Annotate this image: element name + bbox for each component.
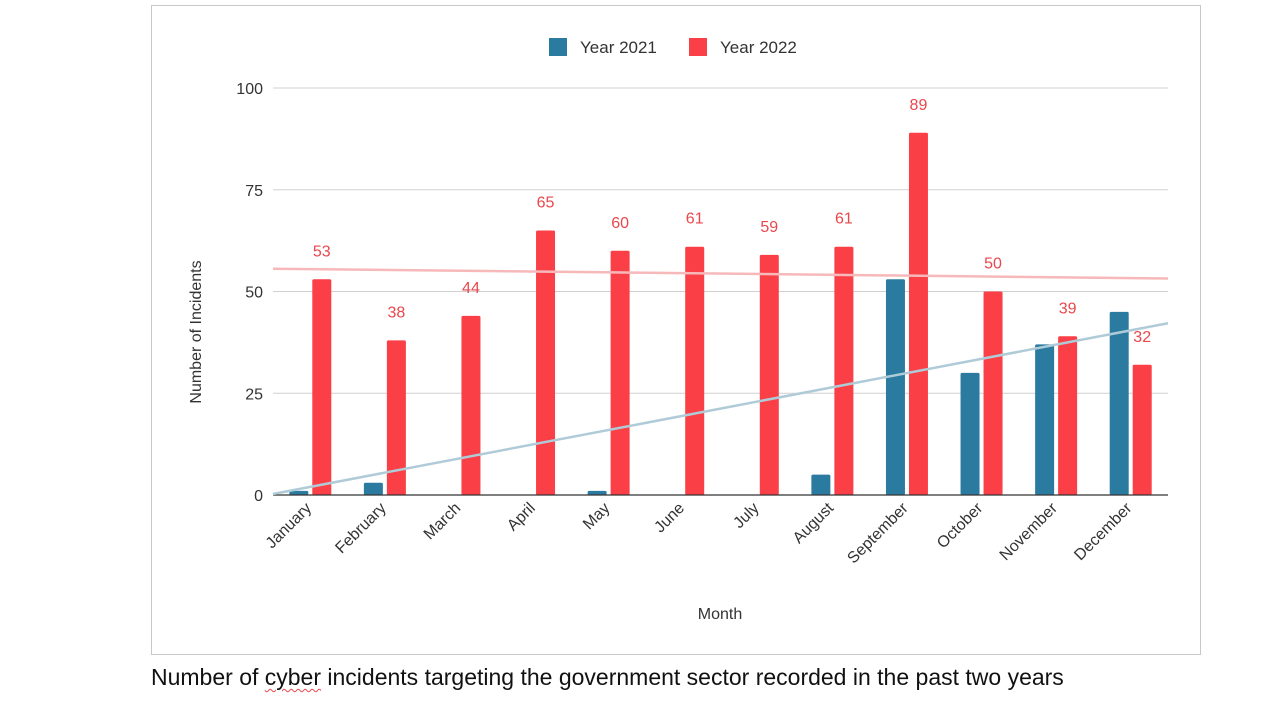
y-axis-title: Number of Incidents — [188, 260, 205, 403]
bar-2021-february — [363, 482, 383, 495]
bar-2021-september — [885, 279, 905, 495]
bar-2022-november — [1058, 336, 1078, 495]
bar-2022-december — [1132, 364, 1152, 495]
trendline-year-2021 — [272, 322, 1169, 496]
y-tick-label: 75 — [245, 183, 263, 200]
y-tick-label: 50 — [245, 285, 263, 302]
x-tick-label: December — [1071, 499, 1136, 564]
x-tick-label: March — [421, 500, 464, 543]
x-tick-label: February — [332, 500, 389, 557]
bar-2022-february — [386, 340, 406, 495]
data-label-2022: 59 — [760, 219, 778, 236]
bar-2021-october — [960, 372, 980, 495]
figure-caption: Number of cyber incidents targeting the … — [151, 664, 1064, 691]
data-label-2022: 44 — [462, 280, 480, 297]
data-label-2022: 53 — [313, 243, 331, 260]
caption-text-end: incidents targeting the government secto… — [321, 664, 1064, 690]
data-label-2022: 39 — [1059, 300, 1077, 317]
data-label-2022: 89 — [910, 97, 928, 114]
bar-2021-august — [811, 474, 831, 495]
bar-2021-may — [587, 490, 607, 495]
y-tick-label: 100 — [236, 81, 263, 98]
x-tick-label: November — [997, 499, 1062, 564]
bar-2021-december — [1109, 311, 1129, 495]
legend-swatch-year-2022 — [689, 38, 707, 56]
data-label-2022: 32 — [1133, 329, 1151, 346]
trendline-year-2022 — [272, 267, 1169, 280]
bar-2022-may — [610, 250, 630, 495]
x-tick-label: May — [580, 500, 613, 533]
data-label-2022: 50 — [984, 256, 1002, 273]
y-tick-label: 25 — [245, 386, 263, 403]
bar-2022-july — [759, 254, 779, 495]
caption-text-start: Number of — [151, 664, 265, 690]
data-label-2022: 61 — [835, 211, 853, 228]
x-tick-label: June — [651, 500, 688, 537]
bar-2022-august — [834, 246, 854, 495]
caption-marked-word: cyber — [264, 664, 322, 690]
x-tick-label: April — [504, 500, 539, 535]
bar-2022-january — [312, 279, 332, 495]
data-label-2022: 65 — [537, 194, 555, 211]
x-tick-label: September — [844, 499, 912, 567]
x-tick-label: July — [730, 500, 762, 532]
chart: 0 25 50 75 100 53 38 44 65 60 61 59 61 89 50 39 32 Januar… — [188, 38, 1169, 623]
bar-2022-june — [685, 246, 705, 495]
bar-2022-april — [536, 230, 556, 495]
bar-2022-september — [908, 132, 928, 495]
bar-2021-november — [1035, 344, 1055, 495]
bar-2022-october — [983, 291, 1003, 495]
legend-label: Year 2021 — [580, 38, 657, 57]
y-tick-label: 0 — [254, 488, 263, 505]
bar-2021-january — [289, 490, 309, 495]
x-axis-title: Month — [698, 606, 742, 623]
chart-frame: 0 25 50 75 100 53 38 44 65 60 61 59 61 89 50 39 32 Januar… — [151, 5, 1201, 655]
data-label-2022: 61 — [686, 211, 704, 228]
x-tick-label: January — [263, 500, 315, 552]
x-tick-label: August — [790, 499, 838, 547]
legend-swatch-year-2021 — [549, 38, 567, 56]
legend-label: Year 2022 — [720, 38, 797, 57]
data-label-2022: 38 — [387, 304, 405, 321]
data-label-2022: 60 — [611, 215, 629, 232]
bar-2022-march — [461, 315, 481, 495]
x-tick-label: October — [934, 499, 987, 552]
